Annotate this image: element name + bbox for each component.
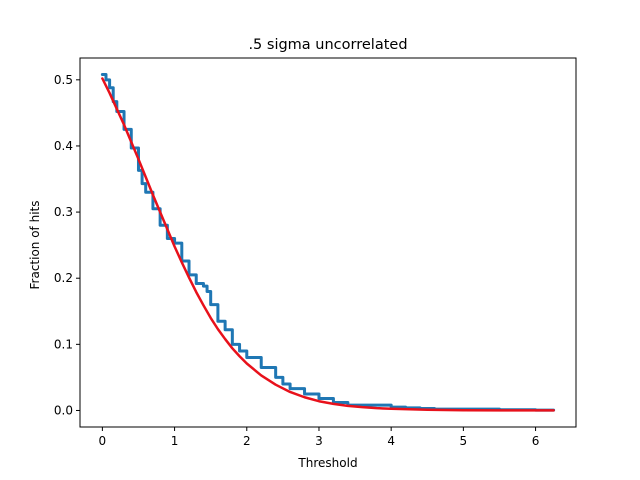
x-tick-label: 5 (460, 434, 468, 448)
y-tick-label: 0.5 (54, 73, 73, 87)
y-tick-label: 0.1 (54, 337, 73, 351)
chart-title: .5 sigma uncorrelated (248, 37, 407, 53)
axes-frame (79, 57, 577, 428)
x-tick-label: 4 (387, 434, 395, 448)
x-tick-label: 1 (171, 434, 179, 448)
y-tick-label: 0.0 (54, 403, 73, 417)
x-tick-label: 6 (532, 434, 540, 448)
x-tick-label: 3 (315, 434, 323, 448)
x-tick-label: 2 (243, 434, 251, 448)
series-line-2 (101, 77, 555, 412)
x-tick-label: 0 (99, 434, 107, 448)
y-axis-label: Fraction of hits (28, 201, 42, 290)
y-tick-label: 0.2 (54, 271, 73, 285)
y-tick-label: 0.4 (54, 139, 73, 153)
series-line-1 (100, 73, 556, 412)
y-tick-label: 0.3 (54, 205, 73, 219)
plot-area: 0 1 2 3 4 5 6 0.0 0.1 0.2 0.3 0.4 0.5 (54, 57, 577, 448)
x-axis-label: Threshold (297, 456, 357, 470)
